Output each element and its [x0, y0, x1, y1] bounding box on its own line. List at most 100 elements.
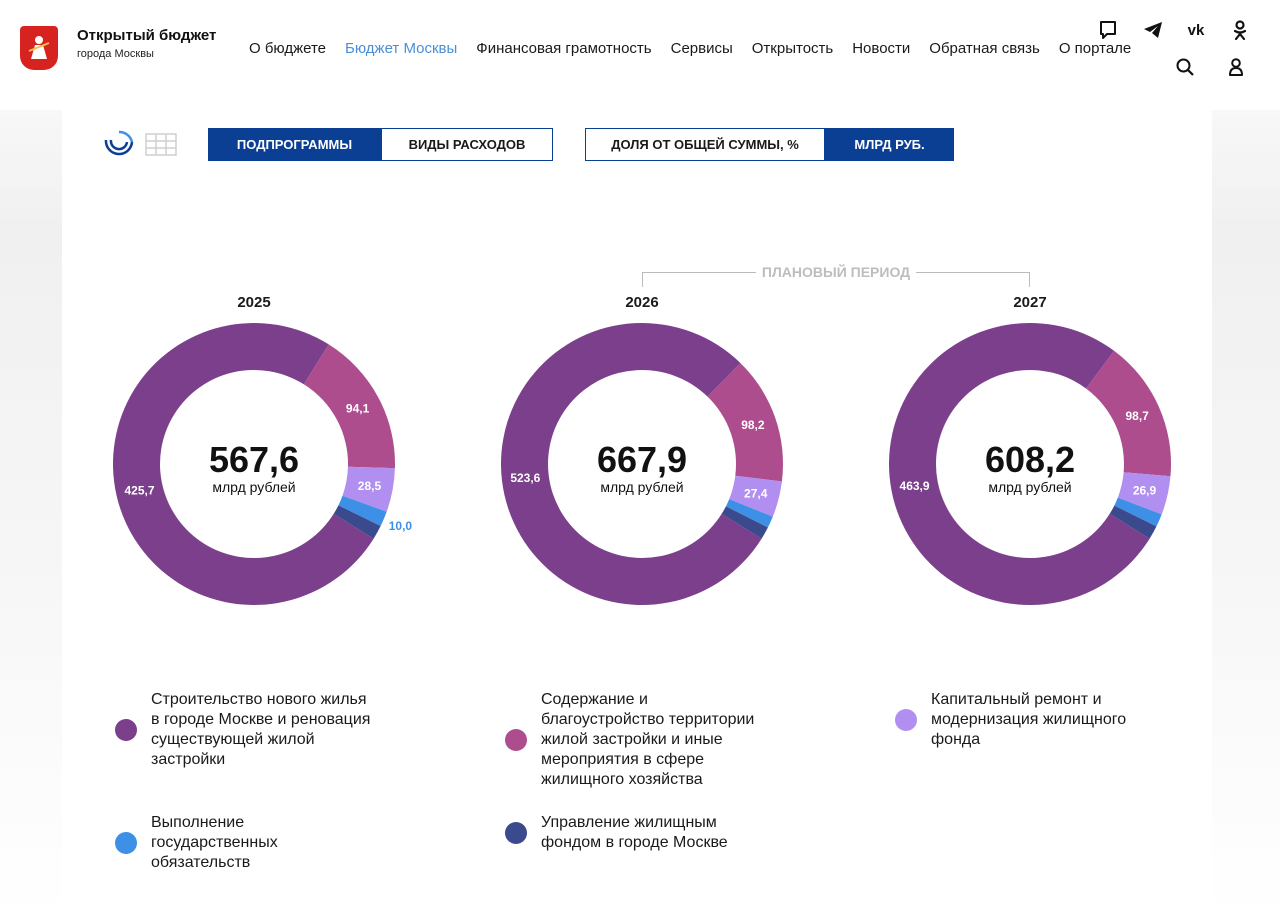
donut-slice-construction[interactable] — [112, 323, 374, 605]
donut-total-value: 667,9 — [597, 439, 687, 480]
donut-total-unit: млрд рублей — [212, 479, 295, 495]
year-label-2025: 2025 — [237, 294, 271, 311]
telegram-icon[interactable] — [1142, 19, 1164, 41]
site-header: Открытый бюджет города Москвы О бюджете … — [0, 0, 1280, 110]
group-toggle: ПОДПРОГРАММЫ ВИДЫ РАСХОДОВ — [208, 128, 553, 161]
share-percent-button[interactable]: ДОЛЯ ОТ ОБЩЕЙ СУММЫ, % — [585, 128, 825, 161]
legend-line: мероприятия в сфере — [541, 751, 705, 768]
donut-total-value: 608,2 — [985, 439, 1075, 480]
year-label-2026: 2026 — [625, 294, 659, 311]
legend-line: фонда — [931, 731, 981, 748]
donut-slice-label-maintenance: 98,2 — [741, 418, 765, 432]
vk-icon[interactable]: vk — [1187, 21, 1205, 39]
nav-item-about-portal[interactable]: О портале — [1058, 40, 1132, 57]
donut-slice-label-maintenance: 98,7 — [1125, 409, 1149, 423]
legend-label: Содержание и благоустройство территории … — [541, 690, 754, 790]
nav-item-news[interactable]: Новости — [852, 40, 911, 57]
year-label-2027: 2027 — [1013, 294, 1047, 311]
donut-slice-construction[interactable] — [501, 322, 762, 605]
planned-period-bracket-right — [916, 272, 1030, 287]
legend-line: государственных — [151, 834, 278, 851]
legend-swatch — [115, 719, 137, 741]
donut-slice-label-construction: 523,6 — [510, 471, 540, 485]
search-icon[interactable] — [1174, 56, 1196, 78]
donut-slice-label-obligations: 10,0 — [389, 519, 413, 533]
legend-line: обязательств — [151, 854, 251, 871]
legend-swatch — [895, 709, 917, 731]
nav-item-financial-literacy[interactable]: Финансовая грамотность — [476, 40, 652, 57]
donut-slice-maintenance[interactable] — [707, 362, 783, 482]
table-view-icon[interactable] — [145, 133, 177, 160]
nav-item-services[interactable]: Сервисы — [670, 40, 733, 57]
donut-slice-management[interactable] — [721, 506, 768, 539]
moscow-coat-of-arms-logo[interactable] — [20, 26, 58, 70]
legend-item-construction: Строительство нового жилья в городе Моск… — [115, 690, 375, 770]
nav-item-about-budget[interactable]: О бюджете — [249, 40, 327, 57]
donut-slice-label-maintenance: 94,1 — [346, 402, 370, 416]
planned-period-bracket: ПЛАНОВЫЙ ПЕРИОД — [642, 264, 1030, 287]
legend-line: жилой застройки и иные — [541, 731, 723, 748]
donut-slice-repair[interactable] — [342, 466, 395, 512]
donut-slice-construction[interactable] — [889, 323, 1150, 605]
nav-item-moscow-budget[interactable]: Бюджет Москвы — [345, 40, 458, 57]
chat-icon[interactable] — [1097, 19, 1119, 41]
legend-line: Строительство нового жилья — [151, 691, 367, 708]
donut-slice-label-repair: 26,9 — [1133, 483, 1157, 497]
legend-line: Содержание и — [541, 691, 648, 708]
legend-swatch — [505, 729, 527, 751]
nav-item-feedback[interactable]: Обратная связь — [929, 40, 1040, 57]
donut-slice-management[interactable] — [333, 505, 381, 539]
site-subtitle: города Москвы — [77, 48, 154, 60]
donut-total-unit: млрд рублей — [988, 479, 1071, 495]
legend-line: Капитальный ремонт и — [931, 691, 1102, 708]
legend-label: Управление жилищным фондом в городе Моск… — [541, 813, 728, 853]
donut-slice-repair[interactable] — [729, 475, 782, 517]
legend-line: модернизация жилищного — [931, 711, 1127, 728]
donut-total-value: 567,6 — [209, 439, 299, 480]
legend-line: существующей жилой — [151, 731, 315, 748]
planned-period-label: ПЛАНОВЫЙ ПЕРИОД — [761, 264, 911, 280]
legend-label: Капитальный ремонт и модернизация жилищн… — [931, 690, 1126, 750]
donut-slice-repair[interactable] — [1117, 472, 1171, 515]
donut-slice-maintenance[interactable] — [1086, 350, 1171, 477]
planned-period-bracket-left — [642, 272, 756, 287]
expense-types-button[interactable]: ВИДЫ РАСХОДОВ — [381, 128, 553, 161]
legend-item-management: Управление жилищным фондом в городе Моск… — [505, 813, 765, 853]
donut-slice-label-construction: 425,7 — [124, 483, 154, 497]
legend-line: в городе Москве и реновация — [151, 711, 371, 728]
donut-slice-label-repair: 28,5 — [358, 479, 382, 493]
legend-swatch — [505, 822, 527, 844]
legend-line: фондом в городе Москве — [541, 834, 728, 851]
chart-panel — [62, 110, 1212, 916]
legend-item-maintenance: Содержание и благоустройство территории … — [505, 690, 765, 790]
site-title[interactable]: Открытый бюджет — [77, 27, 217, 44]
donut-slice-management[interactable] — [1109, 505, 1157, 539]
legend-label: Выполнение государственных обязательств — [151, 813, 278, 873]
donut-slice-label-construction: 463,9 — [900, 479, 930, 493]
nav-item-openness[interactable]: Открытость — [751, 40, 834, 57]
donut-slice-obligations[interactable] — [725, 499, 773, 528]
legend-swatch — [115, 832, 137, 854]
subprograms-button[interactable]: ПОДПРОГРАММЫ — [208, 128, 381, 161]
billion-rub-button[interactable]: МЛРД РУБ. — [825, 128, 954, 161]
donut-total-unit: млрд рублей — [600, 479, 683, 495]
legend-item-obligations: Выполнение государственных обязательств — [115, 813, 375, 873]
legend-line: застройки — [151, 751, 226, 768]
legend-line: Управление жилищным — [541, 814, 717, 831]
main-nav: О бюджете Бюджет Москвы Финансовая грамо… — [249, 40, 1131, 57]
legend-label: Строительство нового жилья в городе Моск… — [151, 690, 370, 770]
odnoklassniki-icon[interactable] — [1229, 19, 1251, 41]
donut-slice-obligations[interactable] — [338, 495, 387, 527]
donut-slice-obligations[interactable] — [1114, 497, 1162, 527]
donut-slice-label-repair: 27,4 — [744, 486, 768, 500]
unit-toggle: ДОЛЯ ОТ ОБЩЕЙ СУММЫ, % МЛРД РУБ. — [585, 128, 954, 161]
legend-item-repair: Капитальный ремонт и модернизация жилищн… — [895, 690, 1155, 750]
legend-line: Выполнение — [151, 814, 245, 831]
donut-slice-maintenance[interactable] — [303, 344, 395, 469]
user-icon[interactable] — [1225, 56, 1247, 78]
donut-view-icon[interactable] — [102, 130, 136, 164]
legend-line: благоустройство территории — [541, 711, 755, 728]
